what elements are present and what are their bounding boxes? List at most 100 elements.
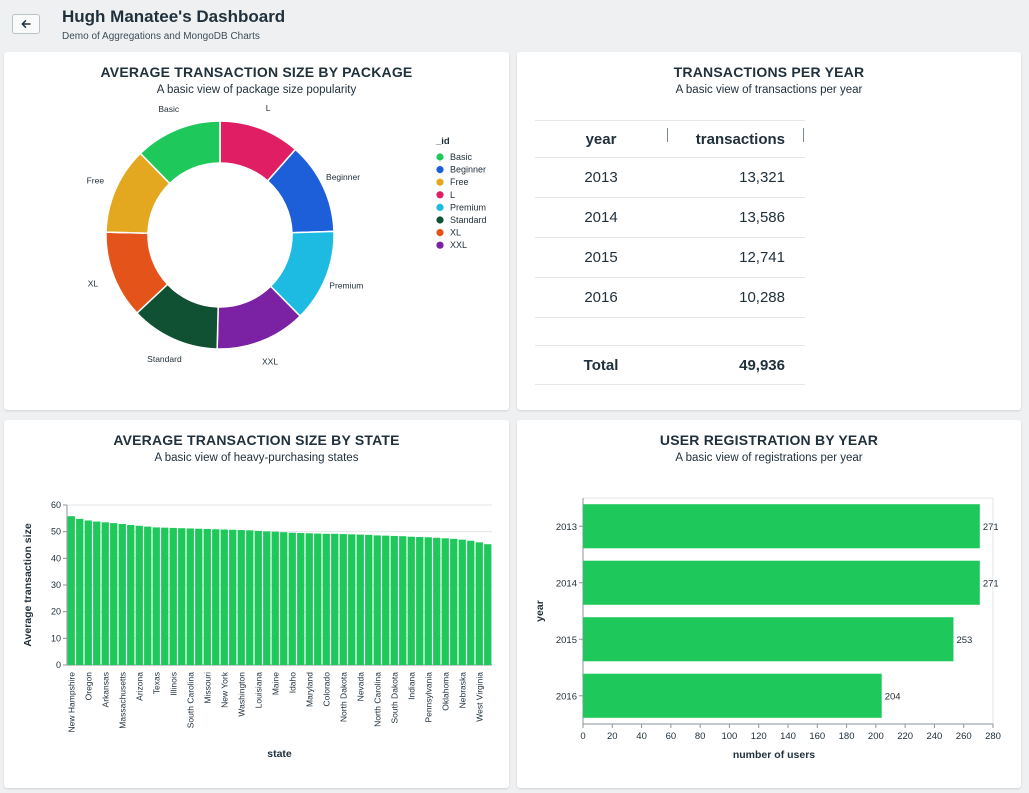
x-tick-label: 260 — [956, 731, 972, 742]
x-tick-label: Indiana — [406, 672, 416, 700]
x-tick-label: Arizona — [134, 672, 144, 701]
bar — [467, 540, 475, 665]
bar — [195, 528, 203, 665]
x-tick-label: Louisiana — [253, 672, 263, 709]
cell-year: 2013 — [584, 169, 618, 186]
table-subtitle: A basic view of transactions per year — [675, 84, 863, 96]
legend-swatch — [436, 216, 444, 224]
bar — [93, 521, 101, 665]
bar — [237, 530, 245, 665]
column-divider[interactable] — [667, 128, 668, 142]
x-tick-label: South Carolina — [185, 672, 195, 729]
cell-transactions: 13,321 — [739, 169, 785, 186]
slice-label: L — [266, 103, 271, 113]
bar — [331, 533, 339, 665]
bar — [161, 527, 169, 665]
x-tick-label: Oklahoma — [440, 672, 450, 711]
y-tick-label: 20 — [51, 607, 61, 617]
bar — [583, 560, 980, 605]
column-header-year[interactable]: year — [585, 130, 617, 148]
x-tick-label: New York — [219, 671, 229, 708]
x-tick-label: 200 — [868, 731, 884, 742]
bar-value-label: 271 — [983, 522, 999, 533]
chart-subtitle: A basic view of heavy-purchasing states — [154, 452, 359, 464]
bar — [152, 527, 160, 665]
bar — [339, 534, 347, 665]
transactions-table-card[interactable]: TRANSACTIONS PER YEAR A basic view of tr… — [517, 52, 1021, 410]
x-tick-label: Maine — [270, 672, 280, 695]
chart-title: AVERAGE TRANSACTION SIZE BY STATE — [113, 432, 400, 448]
registration-chart-card[interactable]: USER REGISTRATION BY YEAR A basic view o… — [517, 420, 1021, 788]
cell-transactions: 12,741 — [739, 249, 785, 266]
cell-transactions: 13,586 — [739, 209, 785, 226]
bar — [399, 536, 407, 665]
x-tick-label: North Carolina — [372, 672, 382, 727]
bar — [450, 538, 458, 665]
y-tick-label: 60 — [51, 500, 61, 510]
x-tick-label: South Dakota — [389, 672, 399, 724]
x-tick-label: West Virginia — [474, 672, 484, 722]
slice-label: Free — [87, 176, 105, 186]
cell-year: 2015 — [584, 249, 618, 266]
y-tick-label: 50 — [51, 527, 61, 537]
bar — [212, 529, 220, 665]
dashboard-title: Hugh Manatee's Dashboard — [62, 7, 286, 26]
legend-item: XL — [450, 228, 461, 238]
back-button[interactable] — [12, 14, 40, 34]
x-tick-label: 140 — [780, 731, 796, 742]
bar — [322, 533, 330, 665]
slice-label: Beginner — [326, 172, 360, 182]
cell-year: 2016 — [584, 289, 618, 306]
donut-chart: LBeginnerPremiumXXLStandardXLFreeBasic_i… — [87, 103, 487, 367]
package-chart-card[interactable]: AVERAGE TRANSACTION SIZE BY PACKAGE A ba… — [4, 52, 509, 410]
legend-swatch — [436, 203, 444, 211]
x-tick-label: New Hampshire — [66, 672, 76, 733]
x-tick-label: Illinois — [168, 672, 178, 696]
bar — [416, 537, 424, 665]
bar — [407, 536, 415, 665]
bar — [280, 532, 288, 665]
legend-swatch — [436, 166, 444, 174]
bar — [203, 529, 211, 665]
x-tick-label: 240 — [926, 731, 942, 742]
slice-label: Premium — [329, 280, 363, 290]
x-tick-label: 0 — [580, 731, 585, 742]
y-tick-label: 2013 — [556, 522, 577, 533]
x-tick-label: 120 — [751, 731, 767, 742]
bar — [118, 523, 126, 665]
x-tick-label: Arkansas — [100, 672, 110, 707]
arrow-left-icon — [21, 20, 31, 28]
column-divider[interactable] — [803, 128, 804, 142]
y-axis-label: Average transaction size — [22, 523, 34, 646]
transactions-table: year transactions 2013 13,321 2014 13,58… — [535, 120, 805, 385]
x-tick-label: 80 — [695, 731, 706, 742]
x-tick-label: Idaho — [287, 672, 297, 694]
bar — [424, 537, 432, 665]
column-header-transactions[interactable]: transactions — [695, 130, 785, 148]
legend-item: Basic — [450, 152, 473, 162]
total-value: 49,936 — [739, 356, 785, 374]
x-tick-label: 20 — [607, 731, 618, 742]
x-tick-label: Oregon — [83, 672, 93, 701]
legend-swatch — [436, 241, 444, 249]
bar — [271, 531, 279, 665]
bar — [583, 617, 954, 662]
bar — [178, 528, 186, 665]
donut-slice-basic — [139, 120, 221, 185]
bar — [348, 534, 356, 665]
state-chart-card[interactable]: AVERAGE TRANSACTION SIZE BY STATE A basi… — [4, 420, 509, 788]
bar — [144, 526, 152, 665]
legend-swatch — [436, 153, 444, 161]
legend-item: XXL — [450, 240, 467, 250]
table-row: 2016 10,288 — [535, 278, 805, 318]
bar — [101, 522, 109, 665]
table-row: 2013 13,321 — [535, 158, 805, 198]
x-tick-label: 220 — [897, 731, 913, 742]
bar — [254, 530, 262, 665]
bar — [246, 530, 254, 665]
legend-item: L — [450, 190, 455, 200]
x-tick-label: 180 — [839, 731, 855, 742]
x-tick-label: Maryland — [304, 672, 314, 707]
x-tick-label: 160 — [809, 731, 825, 742]
dashboard-subtitle: Demo of Aggregations and MongoDB Charts — [62, 31, 260, 42]
